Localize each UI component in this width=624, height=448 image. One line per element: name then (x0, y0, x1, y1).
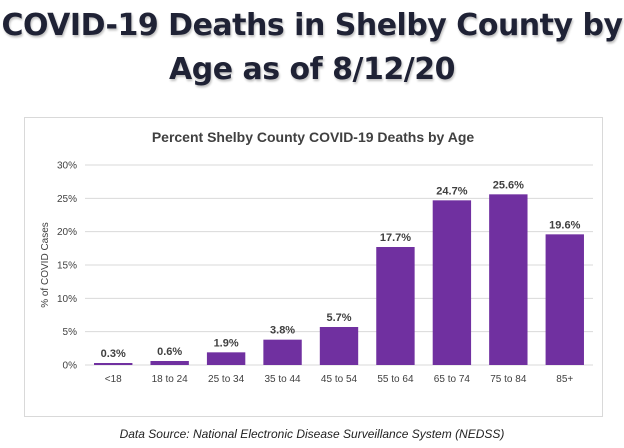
x-tick-label: 85+ (556, 374, 573, 385)
y-axis-ticks: 0% 5% 10% 15% 20% 25% 30% (57, 161, 77, 372)
y-tick-label: 25% (57, 194, 77, 205)
data-labels: 0.3% 0.6% 1.9% 3.8% 5.7% 17.7% 24.7% 25.6% 19.6% (101, 179, 581, 360)
bar (206, 352, 246, 365)
y-tick-label: 15% (57, 261, 77, 272)
bars (94, 194, 584, 365)
data-label: 17.7% (380, 232, 411, 244)
slide-title-line-2: Age as of 8/12/20 (169, 52, 455, 87)
y-tick-label: 30% (57, 161, 77, 172)
data-label: 0.3% (101, 348, 126, 360)
data-label: 24.7% (436, 185, 467, 197)
y-tick-label: 10% (57, 294, 77, 305)
x-tick-label: 18 to 24 (152, 374, 189, 385)
bar (489, 194, 528, 365)
x-tick-label: 25 to 34 (208, 374, 245, 385)
bar (150, 361, 189, 365)
x-tick-label: 55 to 64 (377, 374, 414, 385)
bar (376, 247, 415, 365)
data-label: 3.8% (270, 325, 295, 337)
bar (432, 200, 472, 365)
bar (545, 234, 584, 365)
data-label: 19.6% (549, 219, 580, 231)
slide-title-line-1: COVID-19 Deaths in Shelby County by (1, 8, 623, 43)
bar (319, 327, 359, 365)
x-tick-label: 45 to 54 (321, 374, 358, 385)
x-tick-label: 35 to 44 (264, 374, 301, 385)
data-label: 0.6% (157, 346, 182, 358)
data-label: 1.9% (214, 337, 239, 349)
y-tick-label: 5% (63, 327, 78, 338)
bar (263, 339, 302, 365)
chart-title: Percent Shelby County COVID-19 Deaths by… (152, 129, 475, 145)
data-label: 5.7% (326, 312, 351, 324)
chart-frame: Percent Shelby County COVID-19 Deaths by… (24, 117, 603, 417)
y-axis-label: % of COVID Cases (40, 222, 51, 308)
slide-title: COVID-19 Deaths in Shelby County by Age … (0, 4, 624, 92)
x-tick-label: 65 to 74 (434, 374, 471, 385)
bar (94, 363, 133, 365)
data-source-footer: Data Source: National Electronic Disease… (119, 427, 505, 441)
data-label: 25.6% (493, 179, 524, 191)
x-axis-ticks: <18 18 to 24 25 to 34 35 to 44 45 to 54 55 to… (105, 374, 574, 385)
gridlines (85, 164, 593, 366)
bar-chart: Percent Shelby County COVID-19 Deaths by… (40, 129, 593, 385)
x-tick-label: <18 (105, 374, 122, 385)
y-tick-label: 0% (63, 361, 78, 372)
y-tick-label: 20% (57, 227, 77, 238)
x-tick-label: 75 to 84 (490, 374, 527, 385)
